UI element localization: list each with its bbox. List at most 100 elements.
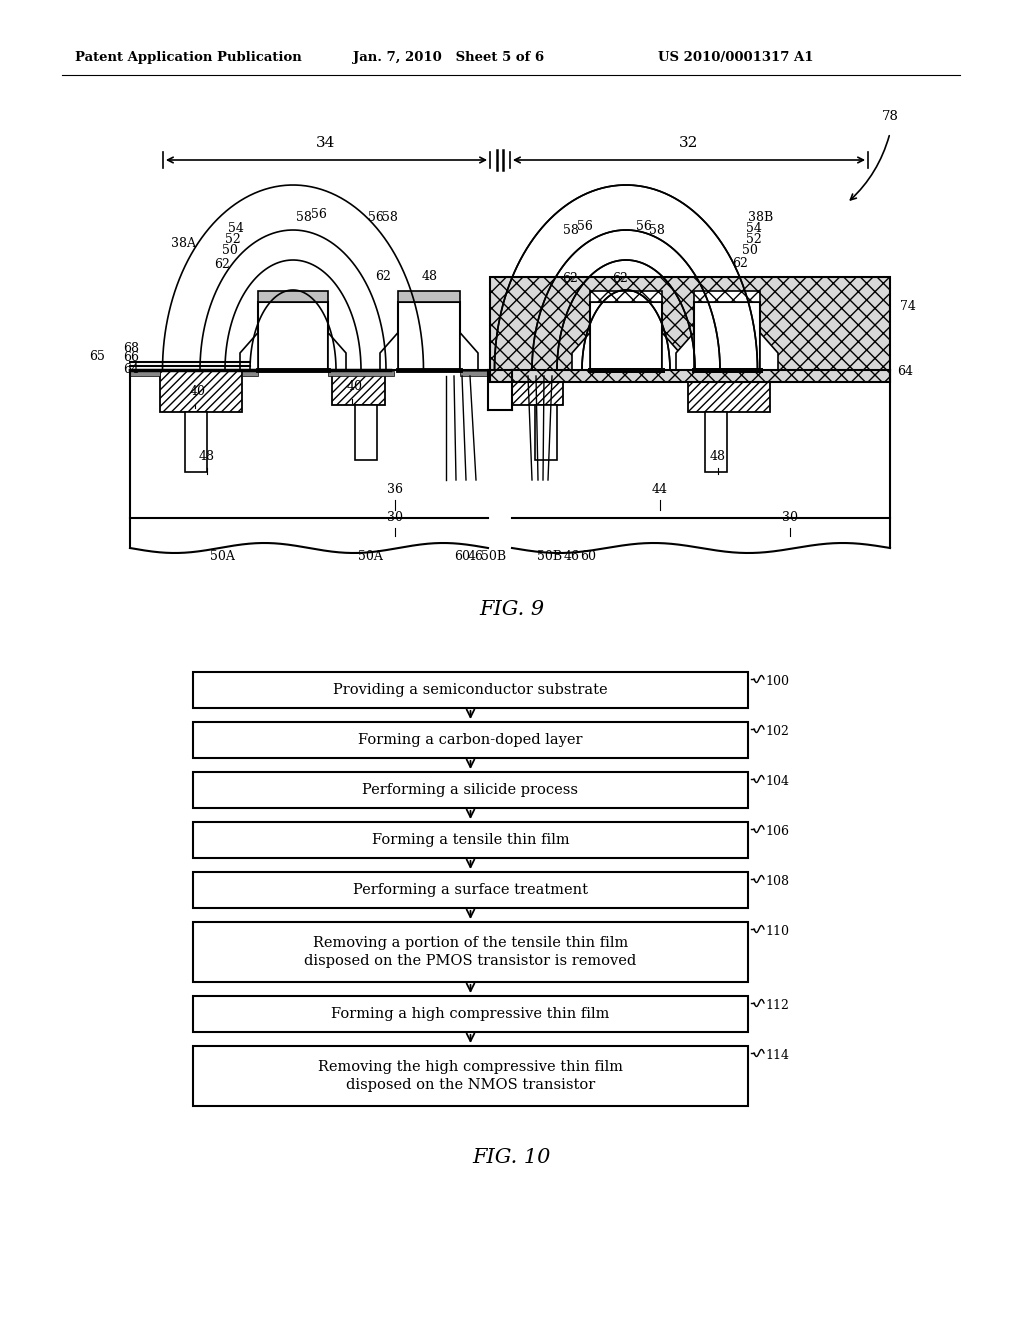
Text: 74: 74 xyxy=(900,300,915,313)
Bar xyxy=(590,302,662,370)
Text: 52: 52 xyxy=(225,234,241,246)
Polygon shape xyxy=(662,333,680,370)
Bar xyxy=(193,772,748,808)
Polygon shape xyxy=(760,333,778,370)
Text: Forming a carbon-doped layer: Forming a carbon-doped layer xyxy=(358,733,583,747)
Text: 34: 34 xyxy=(316,136,336,150)
Text: 50: 50 xyxy=(222,244,238,257)
Bar xyxy=(398,302,460,370)
Bar xyxy=(193,921,748,982)
Text: 56: 56 xyxy=(578,220,593,234)
Polygon shape xyxy=(572,333,590,370)
Bar xyxy=(185,412,207,473)
Bar xyxy=(328,371,394,376)
Text: 65: 65 xyxy=(89,350,105,363)
Bar xyxy=(258,302,328,370)
Text: 62: 62 xyxy=(562,272,578,285)
Polygon shape xyxy=(380,333,398,370)
Bar xyxy=(535,405,557,459)
Text: 56: 56 xyxy=(311,209,327,220)
Text: Forming a high compressive thin film: Forming a high compressive thin film xyxy=(332,1007,609,1020)
Text: 58: 58 xyxy=(382,211,398,224)
Bar xyxy=(193,1045,748,1106)
Text: 64: 64 xyxy=(123,363,139,376)
Text: 40: 40 xyxy=(347,380,362,393)
Bar xyxy=(694,290,760,302)
Text: 50A: 50A xyxy=(357,550,382,564)
Text: 110: 110 xyxy=(765,925,790,939)
Text: 50B: 50B xyxy=(481,550,507,564)
Bar xyxy=(193,822,748,858)
Text: 52: 52 xyxy=(746,234,762,246)
Bar xyxy=(694,302,760,370)
Text: 108: 108 xyxy=(765,875,790,888)
Text: 114: 114 xyxy=(765,1049,790,1063)
Bar xyxy=(512,370,563,405)
Text: 30: 30 xyxy=(782,511,798,524)
Text: Jan. 7, 2010   Sheet 5 of 6: Jan. 7, 2010 Sheet 5 of 6 xyxy=(353,51,544,65)
Text: US 2010/0001317 A1: US 2010/0001317 A1 xyxy=(658,51,813,65)
Text: 64: 64 xyxy=(897,366,913,378)
Text: FIG. 10: FIG. 10 xyxy=(473,1148,551,1167)
Text: 38A: 38A xyxy=(171,238,196,249)
Text: 48: 48 xyxy=(422,271,438,282)
Text: 56: 56 xyxy=(636,220,652,234)
Bar xyxy=(688,370,770,412)
Text: 36: 36 xyxy=(387,483,403,496)
Text: 46: 46 xyxy=(468,550,484,564)
Text: 104: 104 xyxy=(765,775,790,788)
Text: 56: 56 xyxy=(368,211,384,224)
Bar xyxy=(460,371,488,376)
Text: Providing a semiconductor substrate: Providing a semiconductor substrate xyxy=(333,682,608,697)
Polygon shape xyxy=(760,333,778,370)
Text: 62: 62 xyxy=(375,271,391,282)
Bar xyxy=(242,371,258,376)
Bar xyxy=(694,290,760,302)
Text: 58: 58 xyxy=(296,211,312,224)
Bar xyxy=(705,412,727,473)
Text: 58: 58 xyxy=(563,224,579,238)
Text: 46: 46 xyxy=(564,550,580,564)
Bar xyxy=(160,370,242,412)
Text: Performing a silicide process: Performing a silicide process xyxy=(362,783,579,797)
Text: 54: 54 xyxy=(746,222,762,235)
Bar xyxy=(193,873,748,908)
Polygon shape xyxy=(676,333,694,370)
Text: 112: 112 xyxy=(765,999,788,1012)
Text: 60: 60 xyxy=(454,550,470,564)
Bar xyxy=(490,277,890,381)
Text: Performing a surface treatment: Performing a surface treatment xyxy=(353,883,588,898)
Text: 44: 44 xyxy=(652,483,668,496)
Text: 62: 62 xyxy=(732,257,748,271)
Bar xyxy=(590,302,662,370)
Text: 54: 54 xyxy=(228,222,244,235)
Text: 62: 62 xyxy=(612,272,628,285)
Polygon shape xyxy=(328,333,346,370)
Bar xyxy=(130,371,160,376)
Text: FIG. 9: FIG. 9 xyxy=(479,601,545,619)
Text: 68: 68 xyxy=(123,342,139,355)
Bar xyxy=(590,290,662,302)
Bar xyxy=(193,672,748,708)
Bar xyxy=(193,997,748,1032)
Text: Removing a portion of the tensile thin film: Removing a portion of the tensile thin f… xyxy=(313,936,628,950)
Text: disposed on the NMOS transistor: disposed on the NMOS transistor xyxy=(346,1078,595,1092)
Text: 60: 60 xyxy=(580,550,596,564)
Bar xyxy=(355,405,377,459)
Text: 62: 62 xyxy=(214,257,229,271)
Text: Patent Application Publication: Patent Application Publication xyxy=(75,51,302,65)
Text: 30: 30 xyxy=(387,511,403,524)
Text: 100: 100 xyxy=(765,675,790,688)
Text: 58: 58 xyxy=(649,224,665,238)
Text: 40: 40 xyxy=(190,385,206,399)
Text: 78: 78 xyxy=(882,110,899,123)
Text: 50: 50 xyxy=(742,244,758,257)
Text: 38B: 38B xyxy=(748,211,773,224)
Bar xyxy=(258,290,328,302)
Polygon shape xyxy=(676,333,694,370)
Text: 32: 32 xyxy=(679,136,698,150)
Bar xyxy=(398,290,460,302)
Bar xyxy=(332,370,385,405)
Bar xyxy=(694,302,760,370)
Text: 48: 48 xyxy=(710,450,726,463)
